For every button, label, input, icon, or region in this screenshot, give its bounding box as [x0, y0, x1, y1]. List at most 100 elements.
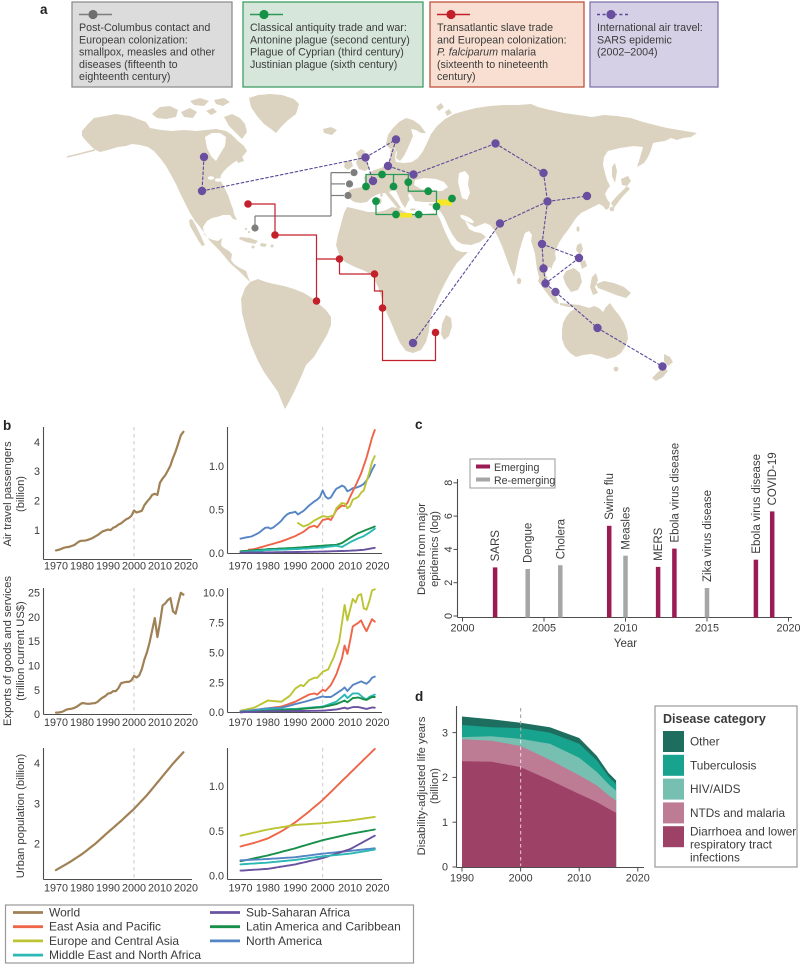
svg-text:Ebola virus disease: Ebola virus disease — [669, 443, 681, 543]
svg-text:2000: 2000 — [122, 561, 146, 573]
svg-text:2020: 2020 — [174, 561, 198, 573]
svg-text:Swine flu: Swine flu — [604, 473, 616, 520]
svg-text:North America: North America — [246, 934, 322, 948]
svg-text:MERS: MERS — [653, 527, 665, 561]
svg-text:Post-Columbus contact and: Post-Columbus contact and — [79, 22, 210, 34]
svg-text:5: 5 — [34, 685, 40, 697]
svg-text:Measles: Measles — [621, 507, 633, 550]
svg-text:0: 0 — [34, 709, 40, 721]
svg-text:0.0: 0.0 — [209, 707, 224, 719]
svg-text:Middle East and North Africa: Middle East and North Africa — [49, 948, 201, 962]
svg-text:Classical antiquity trade and: Classical antiquity trade and war: — [250, 22, 407, 34]
svg-text:2: 2 — [34, 839, 40, 851]
svg-text:Air travel passengers: Air travel passengers — [2, 441, 14, 546]
svg-text:Disability-adjusted life years: Disability-adjusted life years — [416, 716, 428, 855]
svg-text:2000: 2000 — [122, 717, 146, 729]
svg-text:World: World — [49, 906, 80, 920]
svg-text:2010: 2010 — [613, 623, 637, 635]
svg-text:c: c — [415, 417, 423, 432]
svg-text:10.0: 10.0 — [203, 588, 224, 600]
svg-text:7.5: 7.5 — [209, 618, 224, 630]
svg-text:1970: 1970 — [228, 561, 252, 573]
svg-text:2020: 2020 — [365, 561, 389, 573]
svg-text:1970: 1970 — [228, 717, 252, 729]
svg-text:4: 4 — [34, 758, 40, 770]
svg-text:b: b — [3, 418, 11, 433]
svg-text:2020: 2020 — [365, 717, 389, 729]
svg-text:SARS epidemic: SARS epidemic — [597, 34, 673, 46]
svg-text:3: 3 — [34, 466, 40, 478]
svg-text:1980: 1980 — [256, 561, 280, 573]
svg-text:Emerging: Emerging — [494, 462, 539, 474]
svg-text:Year: Year — [614, 638, 637, 650]
svg-text:1990: 1990 — [96, 561, 120, 573]
svg-text:0.5: 0.5 — [209, 826, 224, 838]
svg-text:International air travel:: International air travel: — [597, 22, 703, 34]
svg-text:1990: 1990 — [283, 717, 307, 729]
svg-text:1970: 1970 — [44, 883, 68, 895]
svg-text:1: 1 — [34, 525, 40, 537]
svg-text:1970: 1970 — [44, 717, 68, 729]
svg-text:1980: 1980 — [256, 717, 280, 729]
svg-text:(2002–2004): (2002–2004) — [597, 47, 658, 59]
svg-text:8: 8 — [443, 480, 455, 486]
svg-text:2000: 2000 — [122, 883, 146, 895]
svg-text:1990: 1990 — [283, 883, 307, 895]
svg-text:Other: Other — [690, 735, 720, 749]
svg-text:0.5: 0.5 — [209, 505, 224, 517]
svg-text:1990: 1990 — [96, 883, 120, 895]
svg-text:(trillion current US$): (trillion current US$) — [15, 601, 27, 701]
svg-text:Justinian plague (sixth centur: Justinian plague (sixth century) — [250, 59, 397, 71]
svg-text:2000: 2000 — [311, 561, 335, 573]
svg-text:Cholera: Cholera — [555, 518, 567, 559]
svg-text:d: d — [415, 689, 423, 704]
svg-text:1990: 1990 — [450, 873, 474, 885]
svg-text:Europe and Central Asia: Europe and Central Asia — [49, 934, 179, 948]
svg-text:Antonine plague (second centur: Antonine plague (second century) — [250, 34, 410, 46]
svg-text:Zika virus disease: Zika virus disease — [702, 490, 714, 582]
svg-text:HIV/AIDS: HIV/AIDS — [690, 782, 741, 796]
svg-text:1980: 1980 — [70, 717, 94, 729]
svg-text:2020: 2020 — [626, 873, 650, 885]
svg-text:4: 4 — [443, 546, 455, 552]
svg-text:diseases (fifteenth to: diseases (fifteenth to — [79, 59, 178, 71]
svg-text:15: 15 — [28, 636, 40, 648]
svg-text:(billion): (billion) — [15, 476, 27, 512]
svg-text:respiratory tract: respiratory tract — [690, 838, 773, 852]
svg-text:2010: 2010 — [338, 717, 362, 729]
svg-text:Exports of goods and services: Exports of goods and services — [2, 576, 14, 726]
svg-text:2.5: 2.5 — [209, 677, 224, 689]
svg-text:Ebola virus disease: Ebola virus disease — [751, 454, 763, 554]
svg-text:Deaths from major: Deaths from major — [416, 503, 428, 595]
svg-text:2000: 2000 — [450, 623, 474, 635]
svg-text:2: 2 — [443, 580, 455, 586]
svg-text:(billion): (billion) — [429, 768, 441, 804]
svg-text:Re-emerging: Re-emerging — [494, 475, 555, 487]
svg-text:2015: 2015 — [695, 623, 719, 635]
svg-text:smallpox, measles and other: smallpox, measles and other — [79, 47, 215, 59]
svg-text:Dengue: Dengue — [523, 523, 535, 563]
svg-text:Plague of Cyprian (third centu: Plague of Cyprian (third century) — [250, 47, 404, 59]
svg-text:0.0: 0.0 — [209, 548, 224, 560]
svg-text:2000: 2000 — [311, 717, 335, 729]
svg-text:2: 2 — [34, 496, 40, 508]
svg-text:COVID-19: COVID-19 — [767, 452, 779, 505]
svg-text:6: 6 — [443, 513, 455, 519]
svg-text:NTDs and malaria: NTDs and malaria — [690, 806, 785, 820]
svg-text:2010: 2010 — [148, 561, 172, 573]
svg-text:2020: 2020 — [174, 717, 198, 729]
svg-text:4: 4 — [34, 437, 40, 449]
svg-text:2005: 2005 — [532, 623, 556, 635]
svg-text:1.0: 1.0 — [209, 781, 224, 793]
svg-text:infections: infections — [690, 851, 740, 865]
svg-text:Sub-Saharan Africa: Sub-Saharan Africa — [246, 906, 350, 920]
svg-text:25: 25 — [28, 587, 40, 599]
svg-text:0: 0 — [442, 862, 448, 874]
svg-text:1970: 1970 — [228, 883, 252, 895]
svg-text:2010: 2010 — [148, 717, 172, 729]
svg-text:10: 10 — [28, 661, 40, 673]
svg-text:1970: 1970 — [44, 561, 68, 573]
svg-text:Disease category: Disease category — [663, 712, 766, 726]
svg-text:2: 2 — [442, 772, 448, 784]
svg-text:1980: 1980 — [70, 883, 94, 895]
